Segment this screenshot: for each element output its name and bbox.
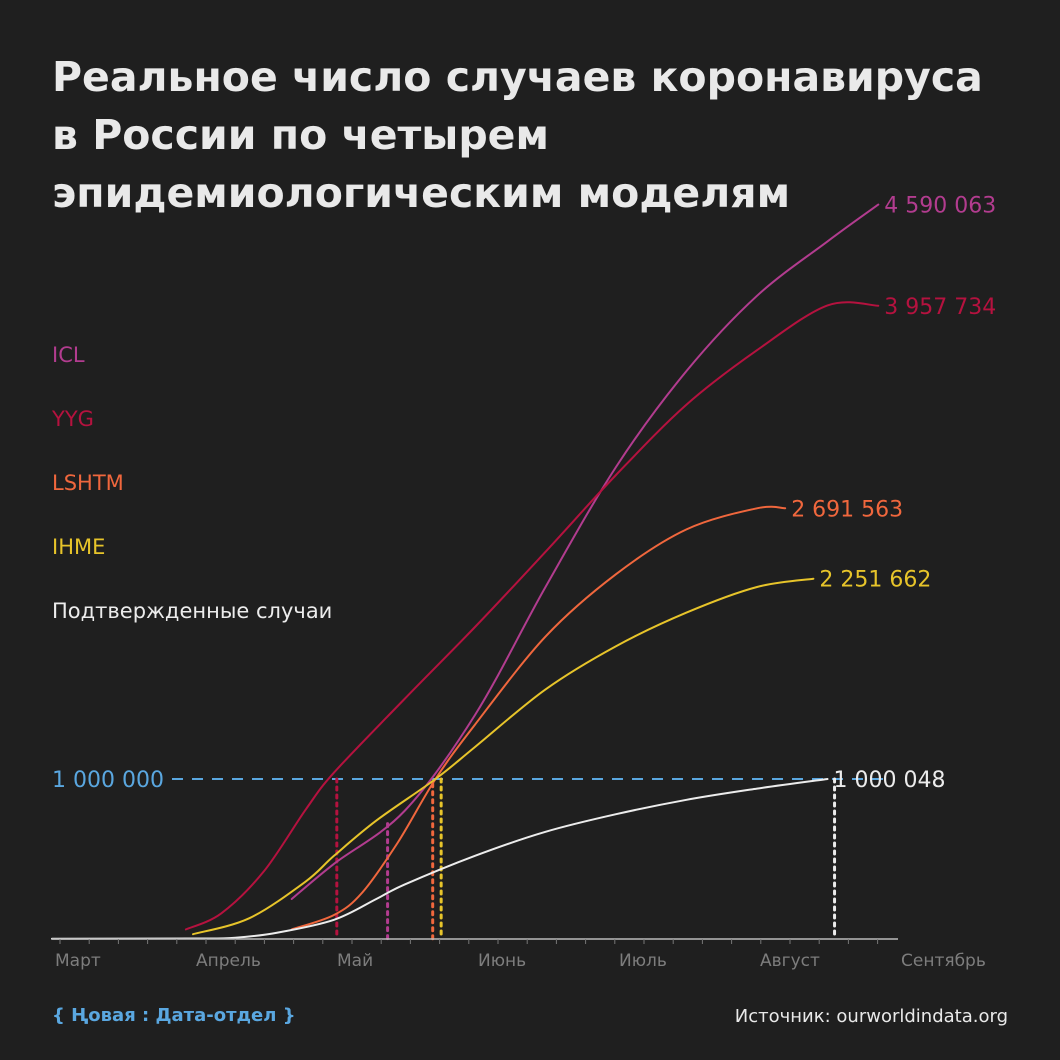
x-tick-label: Сентябрь (901, 951, 986, 971)
legend-entry-series-4: Подтвержденные случаи (52, 599, 332, 623)
legend-entry-lshtm: LSHTM (52, 471, 124, 495)
brand-label: { Ңовая : Дата-отдел } (52, 1005, 296, 1026)
series-end-label-lshtm: 2 691 563 (791, 497, 903, 522)
x-tick-label: Август (760, 951, 820, 971)
series-line-yyg (184, 301, 880, 931)
x-tick-label: Июль (619, 951, 667, 971)
source-label: Источник: ourworldindata.org (734, 1006, 1008, 1027)
series-line-icl (290, 203, 880, 900)
series-line-series-4 (51, 778, 829, 940)
x-tick-label: Март (55, 951, 101, 971)
x-tick-label: Апрель (196, 951, 261, 971)
series-line-ihme (192, 577, 815, 936)
series-end-label-series-4: 1 000 048 (834, 768, 946, 793)
legend-entry-ihme: IHME (52, 535, 105, 559)
series-line-lshtm (290, 505, 787, 931)
legend-entry-icl: ICL (52, 343, 85, 367)
chart-title: Реальное число случаев коронавируса в Ро… (52, 53, 983, 217)
x-tick-label: Май (337, 951, 373, 971)
series-end-label-icl: 4 590 063 (884, 194, 996, 219)
legend-entry-yyg: YYG (51, 407, 94, 431)
x-tick-label: Июнь (478, 951, 526, 971)
series-end-label-ihme: 2 251 662 (819, 568, 931, 593)
series-end-label-yyg: 3 957 734 (884, 295, 996, 320)
reference-line-label: 1 000 000 (52, 768, 164, 793)
